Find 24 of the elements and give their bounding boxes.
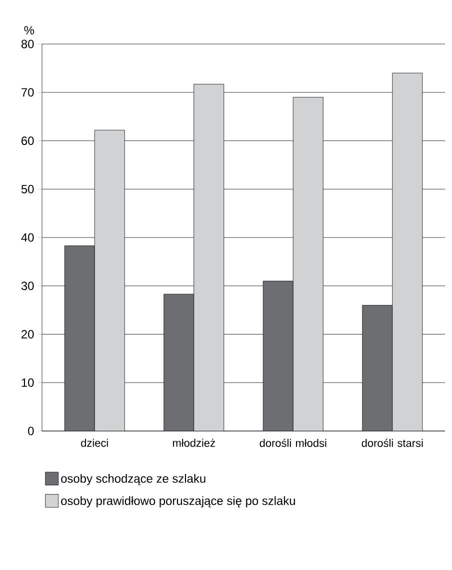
x-tick-label: dzieci (81, 438, 108, 447)
y-axis-title: % (24, 26, 34, 34)
y-tick-label: 10 (22, 378, 34, 387)
y-tick-label: 20 (22, 330, 34, 338)
y-tick-label: 80 (21, 40, 34, 48)
legend-label: osoby schodzące ze szlaku (61, 474, 206, 486)
x-tick-label: młodzież (172, 438, 215, 447)
bar (94, 130, 125, 431)
y-tick-label: 50 (21, 184, 34, 194)
y-tick-label: 70 (22, 88, 34, 97)
y-tick-label: 40 (21, 233, 34, 242)
y-tick-label: 0 (28, 426, 34, 436)
bar (392, 72, 423, 431)
bar (362, 305, 393, 431)
bar (292, 97, 324, 431)
bar (262, 280, 294, 431)
x-tick-label: dorośli starsi (362, 438, 423, 447)
bar (64, 246, 95, 431)
y-tick-label: 30 (21, 282, 34, 290)
y-tick-label: 60 (22, 136, 34, 145)
bar (164, 294, 194, 431)
x-tick-label: dorośli młodsi (260, 438, 326, 447)
bar (194, 84, 224, 431)
legend-label: osoby prawidłowo poruszające się po szlaku (61, 496, 295, 508)
